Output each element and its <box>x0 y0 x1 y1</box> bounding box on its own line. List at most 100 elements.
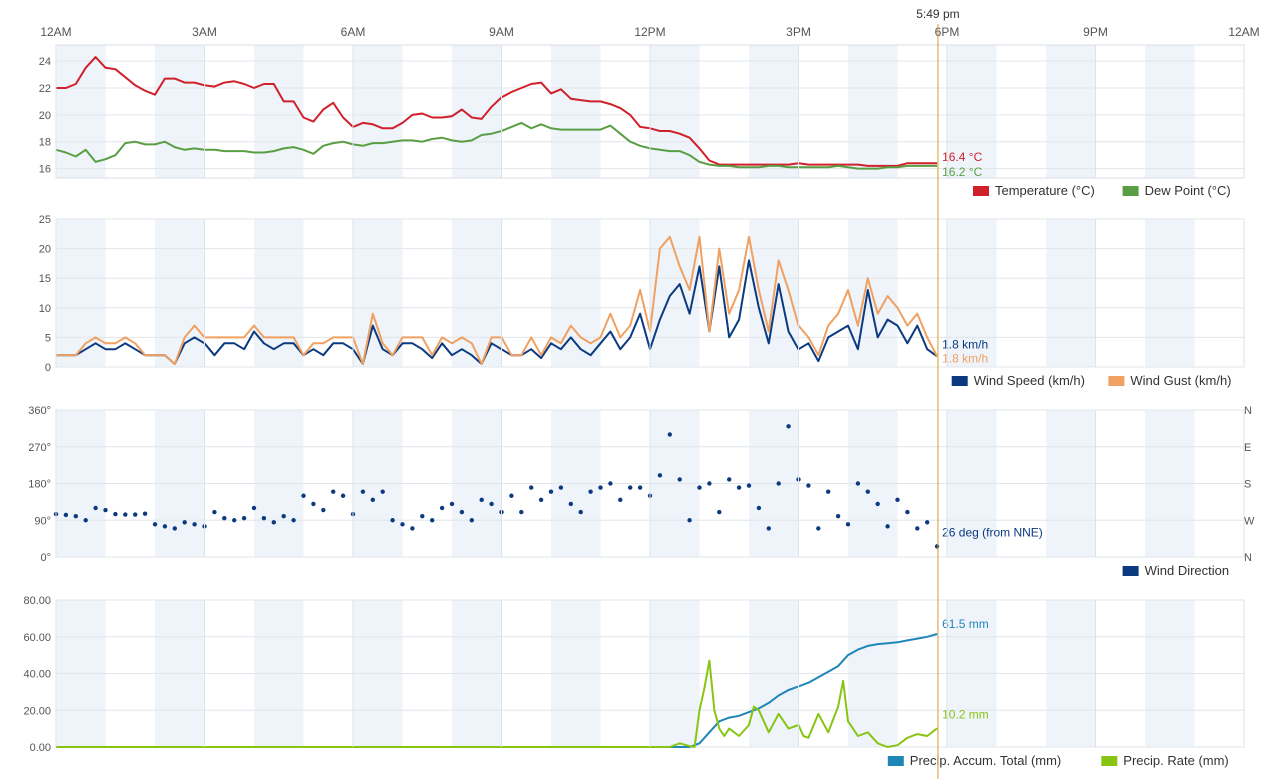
direction-point <box>83 518 88 523</box>
direction-point <box>469 518 474 523</box>
direction-point <box>439 505 445 511</box>
direction-point <box>380 489 385 494</box>
y-tick-label: 90° <box>34 515 51 527</box>
direction-point <box>875 501 880 507</box>
direction-point <box>776 481 781 486</box>
direction-point <box>538 497 544 503</box>
direction-point <box>548 489 554 494</box>
legend-swatch <box>1122 566 1139 576</box>
legend-swatch <box>951 376 968 386</box>
y-tick-label: 16 <box>39 164 51 176</box>
direction-point <box>816 526 821 531</box>
direction-point <box>251 505 257 511</box>
direction-point <box>113 511 118 517</box>
time-tick-label: 9PM <box>1083 25 1108 39</box>
direction-point <box>241 516 247 521</box>
legend-swatch <box>1108 376 1125 386</box>
y-tick-label: 5 <box>45 332 51 344</box>
direction-point <box>588 489 593 494</box>
y-tick-label: 20.00 <box>23 705 51 717</box>
time-band <box>452 219 502 367</box>
direction-point <box>331 489 336 494</box>
direction-point <box>707 481 712 486</box>
time-band <box>254 45 304 178</box>
y-tick-label: 20 <box>39 110 51 122</box>
direction-point <box>667 432 672 437</box>
direction-point <box>400 522 405 527</box>
direction-point <box>222 516 227 521</box>
time-tick-label: 6AM <box>341 25 366 39</box>
direction-point <box>271 520 276 525</box>
y-tick-label: 180° <box>28 479 51 491</box>
direction-point <box>727 477 732 482</box>
direction-point <box>835 513 841 519</box>
legend-label: Dew Point (°C) <box>1145 183 1231 198</box>
direction-point <box>608 481 613 486</box>
direction-point <box>420 513 425 519</box>
direction-point <box>162 524 168 529</box>
direction-point <box>459 509 465 515</box>
direction-point <box>677 477 682 482</box>
direction-point <box>766 526 771 531</box>
y-tick-label: 60.00 <box>23 632 51 644</box>
direction-point <box>598 485 603 490</box>
direction-point <box>657 473 663 478</box>
time-band <box>650 219 700 367</box>
direction-point <box>895 497 900 503</box>
legend-swatch <box>1122 186 1139 196</box>
time-band <box>155 45 205 178</box>
last-value-label: 1.8 km/h <box>942 337 988 351</box>
direction-point <box>370 497 375 503</box>
direction-point <box>736 485 742 490</box>
direction-point <box>192 522 197 527</box>
compass-tick-label: S <box>1244 479 1251 491</box>
direction-point <box>449 501 455 507</box>
direction-point <box>212 509 217 515</box>
direction-point <box>746 483 752 488</box>
y-tick-label: 24 <box>39 56 51 68</box>
direction-point <box>905 509 910 515</box>
direction-point <box>410 526 415 531</box>
direction-point <box>855 481 861 486</box>
time-tick-label: 6PM <box>935 25 960 39</box>
direction-point <box>301 493 306 498</box>
direction-point <box>637 485 643 490</box>
direction-point <box>232 518 237 523</box>
direction-point <box>479 497 484 503</box>
series-line <box>56 659 938 748</box>
time-tick-label: 12AM <box>40 25 71 39</box>
y-tick-label: 0° <box>40 552 51 564</box>
time-band <box>56 219 106 367</box>
y-tick-label: 22 <box>39 83 51 95</box>
legend-swatch <box>973 186 989 196</box>
y-tick-label: 0 <box>45 362 51 374</box>
direction-point <box>806 483 811 488</box>
y-tick-label: 10 <box>39 303 51 315</box>
direction-point <box>934 544 940 549</box>
last-value-label: 16.2 °C <box>942 165 982 179</box>
direction-point <box>360 489 366 494</box>
direction-point <box>152 522 158 527</box>
direction-point <box>509 493 514 498</box>
compass-tick-label: W <box>1244 515 1255 527</box>
direction-point <box>915 526 920 531</box>
time-band <box>1145 219 1195 367</box>
compass-tick-label: N <box>1244 552 1252 564</box>
direction-point <box>578 509 583 515</box>
direction-point <box>925 520 930 525</box>
y-tick-label: 360° <box>28 405 51 417</box>
y-tick-label: 80.00 <box>23 595 51 607</box>
direction-point <box>172 526 177 531</box>
legend-swatch <box>1101 756 1118 766</box>
time-band <box>155 219 205 367</box>
time-tick-label: 9AM <box>489 25 514 39</box>
y-tick-label: 18 <box>39 137 51 149</box>
series-line <box>56 56 938 167</box>
last-value-label: 10.2 mm <box>942 707 989 721</box>
direction-point <box>103 507 108 513</box>
y-tick-label: 25 <box>39 214 51 226</box>
current-time-label: 5:49 pm <box>916 7 959 21</box>
last-value-label: 61.5 mm <box>942 617 989 631</box>
